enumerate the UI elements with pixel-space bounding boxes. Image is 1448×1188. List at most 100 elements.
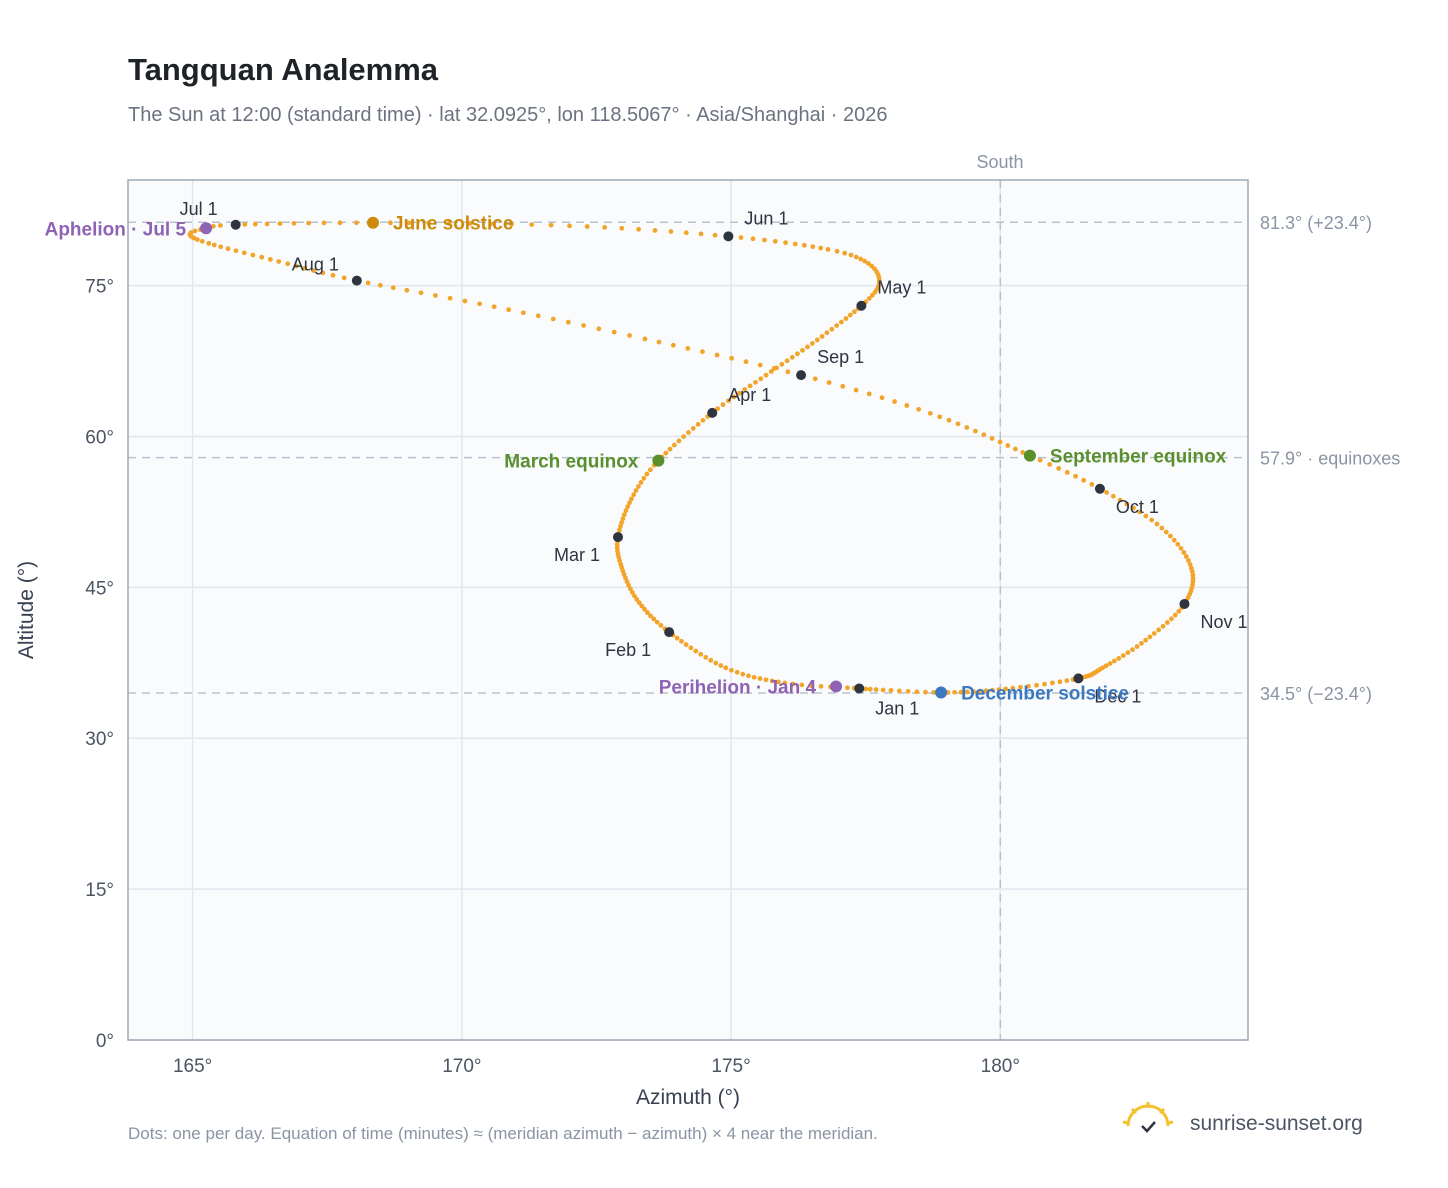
- month-marker: [707, 408, 717, 418]
- day-dot: [627, 333, 632, 338]
- day-dot: [285, 261, 290, 266]
- brand[interactable]: sunrise-sunset.org: [1120, 1100, 1420, 1150]
- month-marker: [1095, 484, 1105, 494]
- day-dot: [698, 652, 703, 657]
- day-dot: [1172, 538, 1177, 543]
- day-dot: [679, 639, 684, 644]
- day-dot: [566, 320, 571, 325]
- day-dot: [721, 402, 726, 407]
- day-dot: [306, 221, 311, 226]
- day-dot: [671, 343, 676, 348]
- day-dot: [645, 472, 650, 477]
- day-dot: [981, 432, 986, 437]
- month-marker: [1179, 599, 1189, 609]
- day-dot: [648, 467, 653, 472]
- day-dot: [713, 661, 718, 666]
- x-tick-label: 165°: [173, 1056, 212, 1077]
- day-dot: [1013, 447, 1018, 452]
- day-dot: [937, 414, 942, 419]
- day-dot: [1168, 534, 1173, 539]
- day-dot: [1143, 638, 1148, 643]
- day-dot: [658, 623, 663, 628]
- day-dot: [251, 253, 256, 258]
- day-dot: [923, 690, 928, 695]
- day-dot: [677, 438, 682, 443]
- day-dot: [354, 220, 359, 225]
- day-dot: [701, 418, 706, 423]
- day-dot: [462, 299, 467, 304]
- y-tick-label: 30°: [85, 729, 114, 750]
- day-dot: [404, 288, 409, 293]
- day-dot: [338, 220, 343, 225]
- event-label: Perihelion · Jan 4: [659, 677, 817, 698]
- day-dot: [268, 257, 273, 262]
- x-axis-label: Azimuth (°): [636, 1086, 740, 1109]
- day-dot: [802, 243, 807, 248]
- day-dot: [1155, 522, 1160, 527]
- day-dot: [1065, 470, 1070, 475]
- month-label: Feb 1: [605, 640, 651, 660]
- day-dot: [366, 280, 371, 285]
- day-dot: [852, 309, 857, 314]
- day-dot: [699, 232, 704, 237]
- day-dot: [916, 407, 921, 412]
- day-dot: [684, 642, 689, 647]
- month-label: Aug 1: [292, 255, 339, 275]
- event-marker: [935, 686, 947, 698]
- day-dot: [826, 247, 831, 252]
- day-dot: [242, 250, 247, 255]
- x-tick-label: 175°: [711, 1056, 750, 1077]
- day-dot: [758, 363, 763, 368]
- plot-background: [128, 180, 1248, 1040]
- day-dot: [914, 689, 919, 694]
- day-dot: [492, 304, 497, 309]
- day-dot: [744, 359, 749, 364]
- event-label: June solstice: [393, 214, 513, 235]
- y-tick-label: 0°: [96, 1031, 114, 1052]
- day-dot: [810, 341, 815, 346]
- day-dot: [549, 223, 554, 228]
- day-dot: [904, 403, 909, 408]
- day-dot: [668, 447, 673, 452]
- day-dot: [842, 251, 847, 256]
- day-dot: [688, 645, 693, 650]
- y-tick-label: 60°: [85, 427, 114, 448]
- day-dot: [551, 317, 556, 322]
- day-dot: [681, 434, 686, 439]
- day-dot: [278, 221, 283, 226]
- day-dot: [1173, 613, 1178, 618]
- day-dot: [342, 275, 347, 280]
- day-dot: [881, 688, 886, 693]
- day-dot: [758, 376, 763, 381]
- month-label: Jan 1: [875, 698, 919, 718]
- day-dot: [897, 689, 902, 694]
- day-dot: [805, 344, 810, 349]
- month-marker: [352, 276, 362, 286]
- day-dot: [675, 636, 680, 641]
- day-dot: [800, 348, 805, 353]
- day-dot: [1135, 644, 1140, 649]
- event-label: December solstice: [961, 683, 1129, 704]
- month-marker: [613, 532, 623, 542]
- month-marker: [796, 370, 806, 380]
- meridian-label: South: [976, 152, 1023, 172]
- day-dot: [686, 430, 691, 435]
- day-dot: [713, 233, 718, 238]
- day-dot: [200, 239, 205, 244]
- day-dot: [1089, 482, 1094, 487]
- day-dot: [1159, 526, 1164, 531]
- day-dot: [581, 323, 586, 328]
- month-marker: [723, 231, 733, 241]
- y-tick-label: 45°: [85, 578, 114, 599]
- day-dot: [868, 687, 873, 692]
- day-dot: [947, 418, 952, 423]
- day-dot: [1064, 678, 1069, 683]
- day-dot: [867, 391, 872, 396]
- day-dot: [810, 244, 815, 249]
- event-marker: [367, 217, 379, 229]
- day-dot: [612, 330, 617, 335]
- day-dot: [1164, 530, 1169, 535]
- month-marker: [854, 683, 864, 693]
- day-dot: [874, 687, 879, 692]
